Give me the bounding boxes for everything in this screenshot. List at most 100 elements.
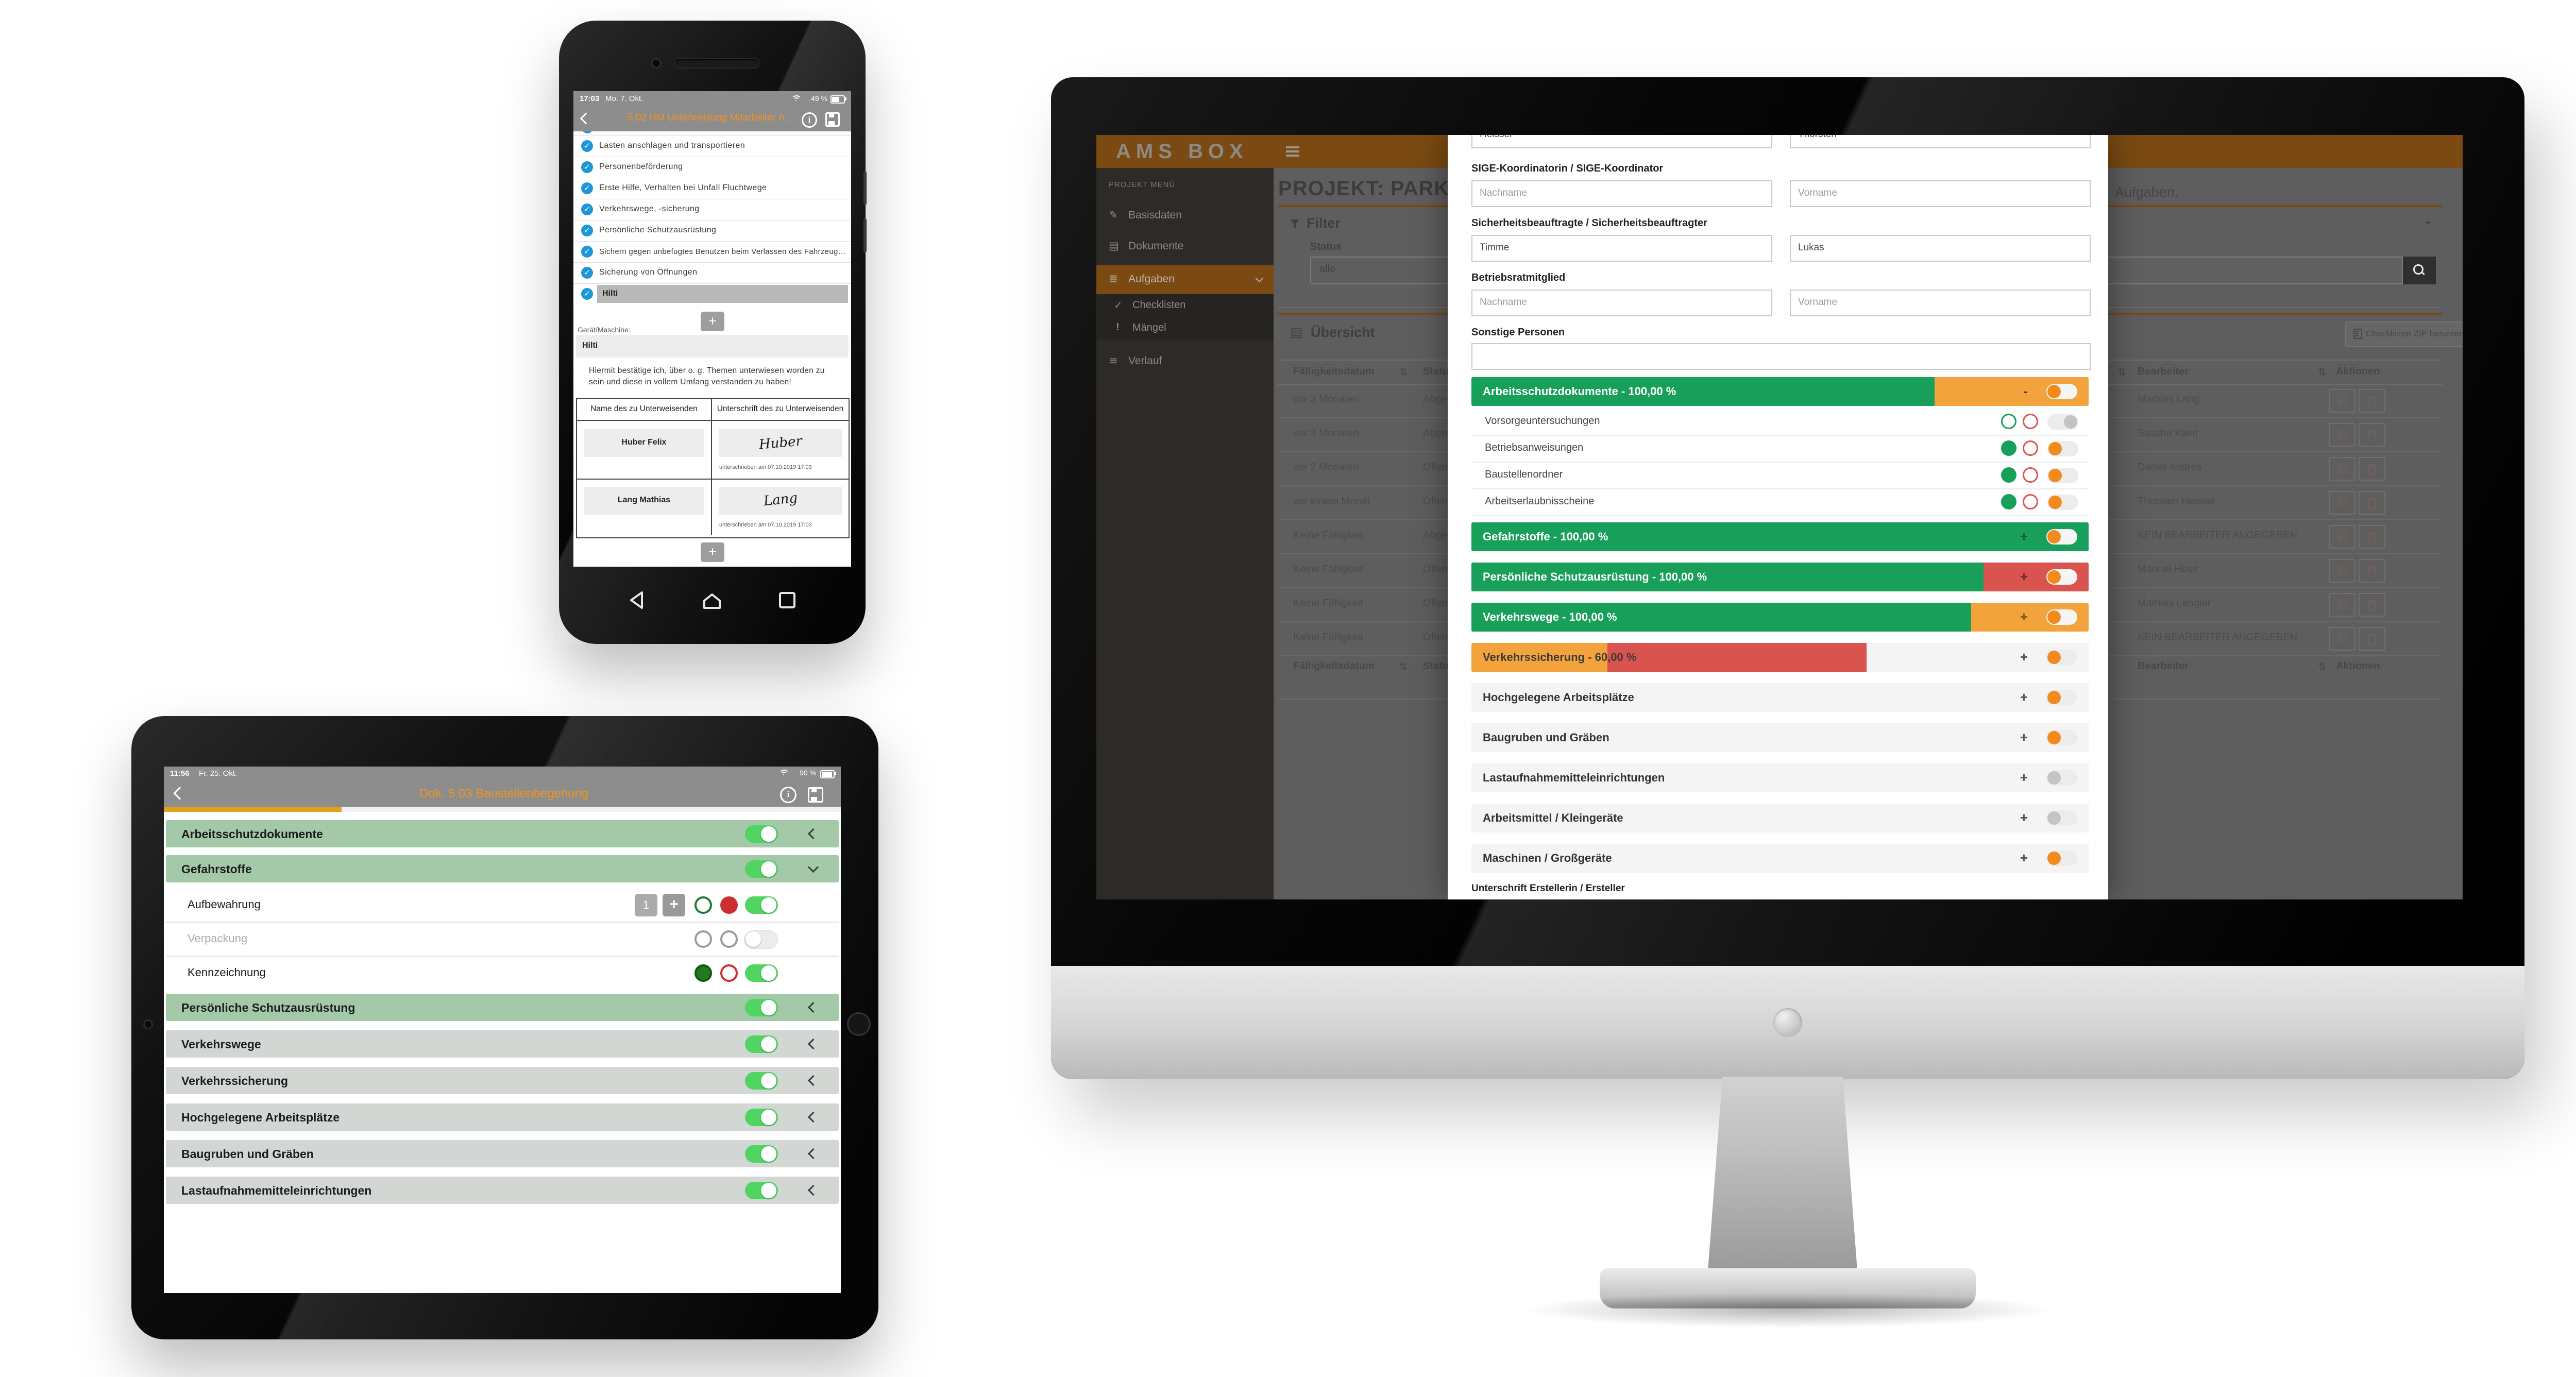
delete-action-button[interactable]	[2359, 389, 2385, 413]
bar-toggle[interactable]	[2046, 529, 2077, 545]
pdf-action-button[interactable]	[2329, 559, 2355, 583]
category-bar-verkehrssicherung[interactable]: Verkehrssicherung - 60,00 % +	[1471, 643, 2089, 672]
toggle-on[interactable]	[745, 896, 778, 914]
category-bar-gefahrstoffe[interactable]: Gefahrstoffe - 100,00 % +	[1471, 522, 2089, 551]
delete-action-button[interactable]	[2359, 593, 2385, 617]
search-button[interactable]	[2403, 257, 2436, 284]
phone-side-button[interactable]	[863, 218, 867, 252]
fail-circle-outline-disabled[interactable]	[720, 930, 738, 948]
android-recents-icon[interactable]	[775, 588, 799, 612]
device-field-input[interactable]: Hilti	[576, 335, 849, 358]
ok-circle-outline-disabled[interactable]	[694, 930, 712, 948]
chevron-down-icon[interactable]	[807, 861, 819, 873]
toggle-on[interactable]	[745, 964, 778, 982]
android-home-icon[interactable]	[700, 588, 724, 612]
ok-circle-filled[interactable]	[2001, 494, 2016, 509]
sibe-last-input[interactable]: Timme	[1471, 235, 1772, 262]
modal-input-first[interactable]: Thorsten	[1790, 135, 2091, 148]
sub-toggle-off[interactable]	[2047, 414, 2078, 430]
sort-icon[interactable]: ⇅	[1399, 366, 1408, 378]
save-icon[interactable]	[825, 112, 840, 127]
add-item-button[interactable]: +	[701, 312, 724, 331]
checklist-item[interactable]: ✓ Sicherung von Öffnungen	[573, 262, 851, 284]
tablet-section-arbeitsschutzdokumente[interactable]: Arbeitsschutzdokumente	[166, 820, 839, 847]
chevron-left-icon[interactable]	[807, 1111, 819, 1123]
chevron-left-icon[interactable]	[807, 1001, 819, 1013]
pdf-action-button[interactable]	[2329, 525, 2355, 549]
ok-circle-filled[interactable]	[694, 964, 712, 982]
category-bar-hochgelegene[interactable]: Hochgelegene Arbeitsplätze +	[1471, 683, 2089, 712]
delete-action-button[interactable]	[2359, 457, 2385, 481]
bar-toggle[interactable]	[2046, 851, 2077, 866]
expand-sign[interactable]: +	[2020, 649, 2028, 665]
signature-box[interactable]: Huber	[719, 429, 842, 457]
expand-sign[interactable]: +	[2020, 529, 2028, 544]
back-icon[interactable]	[173, 787, 187, 800]
expand-sign[interactable]: +	[2020, 689, 2028, 705]
tablet-section-baugruben[interactable]: Baugruben und Gräben	[166, 1140, 839, 1167]
category-bar-arbeitsmittel[interactable]: Arbeitsmittel / Kleingeräte +	[1471, 804, 2089, 832]
sidebar-item-basisdaten[interactable]: ✎ Basisdaten	[1096, 203, 1274, 227]
fail-circle-outline[interactable]	[2023, 494, 2038, 509]
col-due-header[interactable]: Fälligkeitsdatum	[1293, 366, 1375, 377]
sub-toggle-on[interactable]	[2047, 468, 2078, 483]
ok-circle-outline[interactable]	[694, 896, 712, 914]
checklist-item[interactable]: ✓ Erste Hilfe, Verhalten bei Unfall Fluc…	[573, 178, 851, 199]
sub-toggle-on[interactable]	[2047, 495, 2078, 510]
fail-circle-outline[interactable]	[2023, 467, 2038, 483]
checklist-item[interactable]: ✓ Verkehrswege, -sicherung	[573, 199, 851, 220]
back-icon[interactable]	[580, 112, 592, 125]
fail-circle-outline[interactable]	[2023, 414, 2038, 429]
collapse-sign[interactable]: -	[2023, 383, 2028, 399]
save-icon[interactable]	[808, 787, 823, 803]
category-bar-baugruben[interactable]: Baugruben und Gräben +	[1471, 723, 2089, 752]
col-editor-header[interactable]: Bearbeiter	[2138, 366, 2189, 377]
pdf-action-button[interactable]	[2329, 423, 2355, 447]
delete-action-button[interactable]	[2359, 559, 2385, 583]
delete-action-button[interactable]	[2359, 423, 2385, 447]
expand-sign[interactable]: +	[2020, 850, 2028, 865]
delete-action-button[interactable]	[2359, 491, 2385, 515]
betriebsrat-last-input[interactable]: Nachname	[1471, 290, 1772, 316]
toggle-on[interactable]	[745, 825, 778, 843]
android-back-icon[interactable]	[625, 588, 649, 612]
pdf-action-button[interactable]	[2329, 627, 2355, 651]
sige-last-input[interactable]: Nachname	[1471, 180, 1772, 207]
col-status-header[interactable]: Status	[1423, 366, 1455, 377]
chevron-left-icon[interactable]	[807, 1184, 819, 1196]
sidebar-item-verlauf[interactable]: ≡ Verlauf	[1096, 349, 1274, 373]
toggle-off[interactable]	[744, 930, 778, 949]
pdf-action-button[interactable]	[2329, 491, 2355, 515]
ok-circle-filled[interactable]	[2001, 467, 2016, 483]
tablet-section-lastaufnahme[interactable]: Lastaufnahmemitteleinrichtungen	[166, 1177, 839, 1204]
chevron-left-icon[interactable]	[807, 828, 819, 840]
tablet-section-hochgelegene[interactable]: Hochgelegene Arbeitsplätze	[166, 1103, 839, 1131]
plus-box[interactable]: +	[663, 894, 685, 916]
toggle-on[interactable]	[745, 1182, 778, 1199]
tablet-section-verkehrswege[interactable]: Verkehrswege	[166, 1030, 839, 1058]
chevron-left-icon[interactable]	[807, 1038, 819, 1050]
expand-sign[interactable]: +	[2020, 770, 2028, 785]
tablet-section-verkehrssicherung[interactable]: Verkehrssicherung	[166, 1067, 839, 1094]
checklist-item[interactable]: ✓ Sichern gegen unbefugtes Benutzen beim…	[573, 241, 851, 263]
tablet-section-psa[interactable]: Persönliche Schutzausrüstung	[166, 994, 839, 1021]
bar-toggle[interactable]	[2046, 770, 2077, 786]
pdf-action-button[interactable]	[2329, 593, 2355, 617]
delete-action-button[interactable]	[2359, 525, 2385, 549]
pdf-action-button[interactable]	[2329, 389, 2355, 413]
toggle-on[interactable]	[745, 1035, 778, 1053]
toggle-on[interactable]	[745, 1109, 778, 1126]
checklist-item[interactable]: ✓ Persönliche Schutzausrüstung	[573, 220, 851, 242]
pdf-action-button[interactable]	[2329, 457, 2355, 481]
sidebar-item-maengel[interactable]: ! Mängel	[1096, 317, 1274, 339]
bar-toggle[interactable]	[2046, 690, 2077, 705]
category-bar-verkehrswege[interactable]: Verkehrswege - 100,00 % +	[1471, 603, 2089, 632]
add-signer-button[interactable]: +	[701, 542, 724, 562]
info-icon[interactable]	[780, 787, 796, 803]
brand-logo[interactable]: AMS BOX	[1116, 140, 1248, 163]
category-bar-maschinen[interactable]: Maschinen / Großgeräte +	[1471, 844, 2089, 873]
fail-circle-filled[interactable]	[720, 896, 738, 914]
sort-icon[interactable]: ⇅	[2117, 366, 2126, 378]
signature-box[interactable]: Lang	[719, 487, 842, 515]
bar-toggle[interactable]	[2046, 730, 2077, 745]
